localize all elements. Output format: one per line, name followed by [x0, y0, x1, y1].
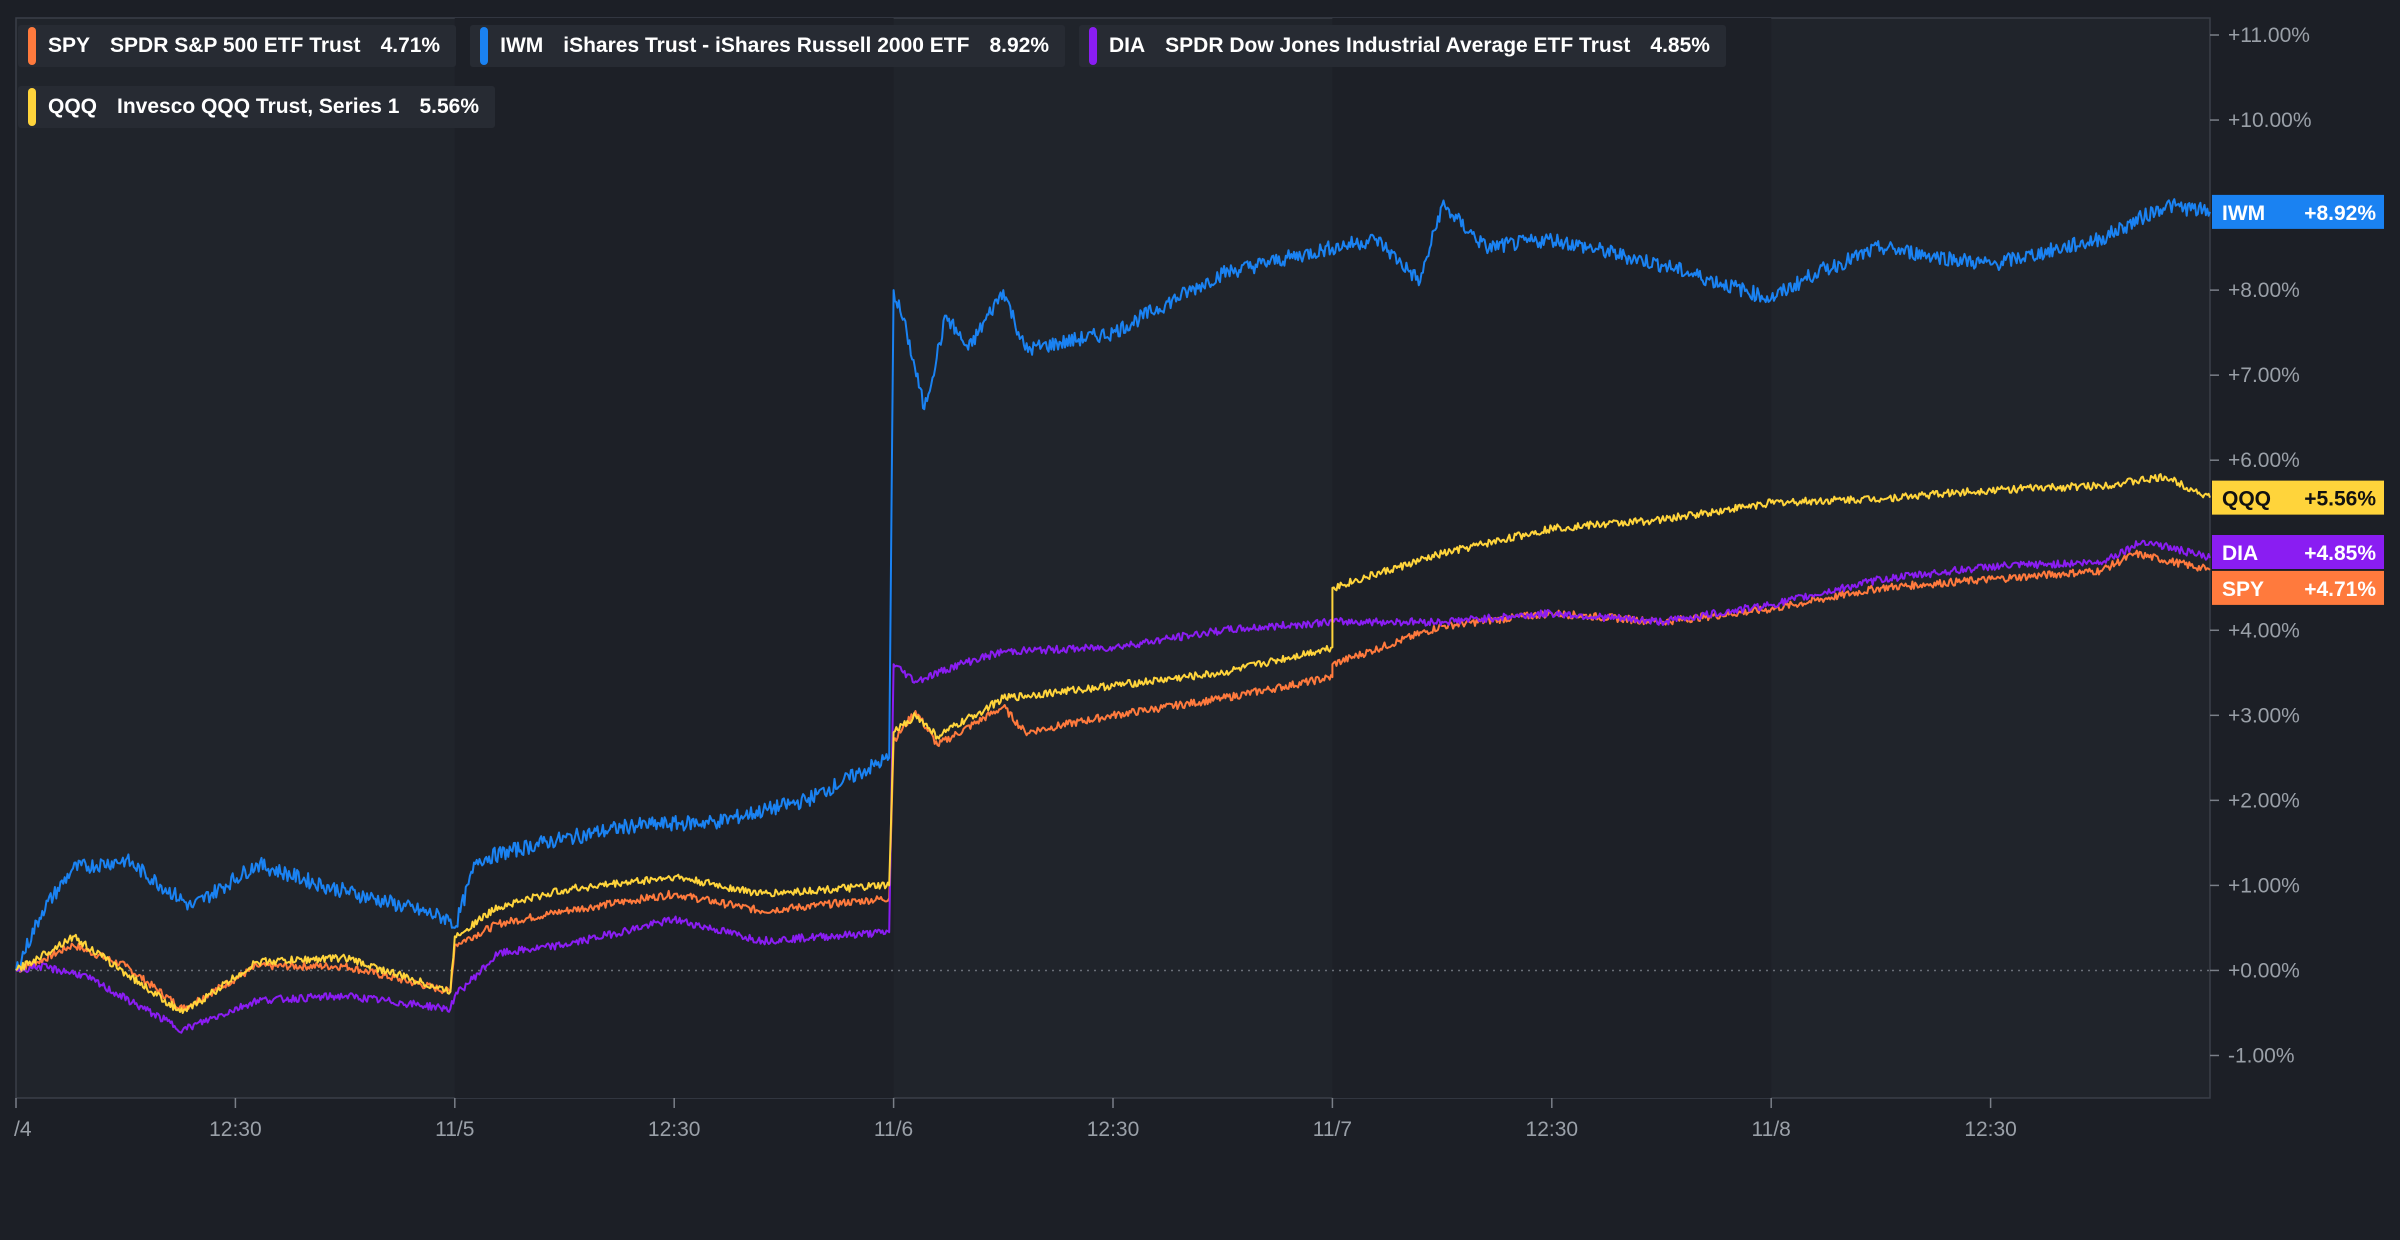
legend-item-spy[interactable]: SPY SPDR S&P 500 ETF Trust 4.71% [18, 25, 457, 67]
legend-swatch-iwm [480, 27, 489, 65]
y-tick-label: +2.00% [2228, 789, 2300, 812]
day-shade [1332, 18, 1772, 1098]
end-label-qqq: QQQ +5.56% [2212, 480, 2384, 515]
end-label-value: +8.92% [2304, 202, 2376, 225]
legend-swatch-qqq [28, 88, 36, 126]
y-tick-label: +7.00% [2228, 364, 2300, 387]
plot-area [15, 17, 2211, 1099]
end-label-box [2212, 535, 2384, 569]
legend-item-iwm[interactable]: IWM iShares Trust - iShares Russell 2000… [470, 25, 1065, 67]
legend-ticker: SPY [48, 34, 91, 57]
y-tick-label: +3.00% [2228, 704, 2300, 727]
y-tick-label: +4.00% [2228, 619, 2300, 642]
end-label-box [2212, 480, 2384, 515]
end-label-box [2212, 194, 2384, 229]
x-tick-label: 11/8 [1752, 1118, 1791, 1141]
y-tick-label: +11.00% [2228, 24, 2310, 47]
end-label-ticker: IWM [2222, 202, 2265, 225]
legend-name: SPDR Dow Jones Industrial Average ETF Tr… [1165, 34, 1631, 57]
legend-ticker: QQQ [48, 95, 98, 118]
end-label-ticker: QQQ [2222, 488, 2271, 511]
legend-value: 4.85% [1650, 34, 1710, 57]
x-tick-label: 12:30 [209, 1118, 262, 1141]
legend-value: 5.56% [419, 95, 480, 118]
series-line-qqq [15, 473, 2211, 1014]
end-label-box [2212, 570, 2384, 605]
y-tick-label: +10.00% [2228, 109, 2312, 132]
legend-ticker: DIA [1109, 34, 1146, 57]
end-label-value: +5.56% [2304, 488, 2376, 511]
legend-row-2: QQQ Invesco QQQ Trust, Series 1 5.56% [18, 86, 496, 128]
day-shade [454, 18, 894, 1098]
y-tick-label: +0.00% [2228, 959, 2300, 982]
end-label-dia: DIA +4.85% [2212, 535, 2384, 569]
x-tick-label: 12:30 [648, 1118, 701, 1141]
end-label-value: +4.71% [2304, 578, 2376, 601]
legend-item-dia[interactable]: DIA SPDR Dow Jones Industrial Average ET… [1079, 25, 1726, 67]
y-tick-label: +1.00% [2228, 874, 2300, 897]
end-label-value: +4.85% [2304, 542, 2376, 565]
legend-swatch-dia [1089, 27, 1097, 65]
end-label-ticker: DIA [2222, 542, 2258, 565]
legend-name: iShares Trust - iShares Russell 2000 ETF [563, 34, 970, 57]
y-tick-label: +8.00% [2228, 279, 2300, 302]
y-tick-label: +6.00% [2228, 449, 2300, 472]
x-tick-label: 11/5 [435, 1118, 474, 1141]
end-label-iwm: IWM +8.92% [2212, 194, 2384, 229]
legend-name: SPDR S&P 500 ETF Trust [110, 34, 361, 57]
legend-value: 8.92% [989, 34, 1049, 57]
x-tick-label: 12:30 [1526, 1118, 1579, 1141]
legend-value: 4.71% [380, 34, 441, 57]
legend-name: Invesco QQQ Trust, Series 1 [117, 95, 400, 118]
legend-swatch-spy [28, 27, 36, 65]
end-label-ticker: SPY [2222, 578, 2264, 601]
x-tick-label: 11/7 [1313, 1118, 1352, 1141]
legend-ticker: IWM [500, 34, 544, 57]
y-tick-label: -1.00% [2228, 1044, 2295, 1067]
legend-item-qqq[interactable]: QQQ Invesco QQQ Trust, Series 1 5.56% [18, 86, 496, 128]
end-label-spy: SPY +4.71% [2212, 570, 2384, 605]
series-line-iwm [15, 198, 2211, 972]
x-tick-label: 12:30 [1964, 1118, 2017, 1141]
x-tick-label: /4 [14, 1118, 32, 1141]
series-line-spy [15, 549, 2211, 1011]
series-line-dia [15, 539, 2211, 1034]
x-tick-label: 12:30 [1087, 1118, 1140, 1141]
x-tick-label: 11/6 [874, 1118, 913, 1141]
legend-row-1: SPY SPDR S&P 500 ETF Trust 4.71% IWM iSh… [18, 25, 1726, 67]
